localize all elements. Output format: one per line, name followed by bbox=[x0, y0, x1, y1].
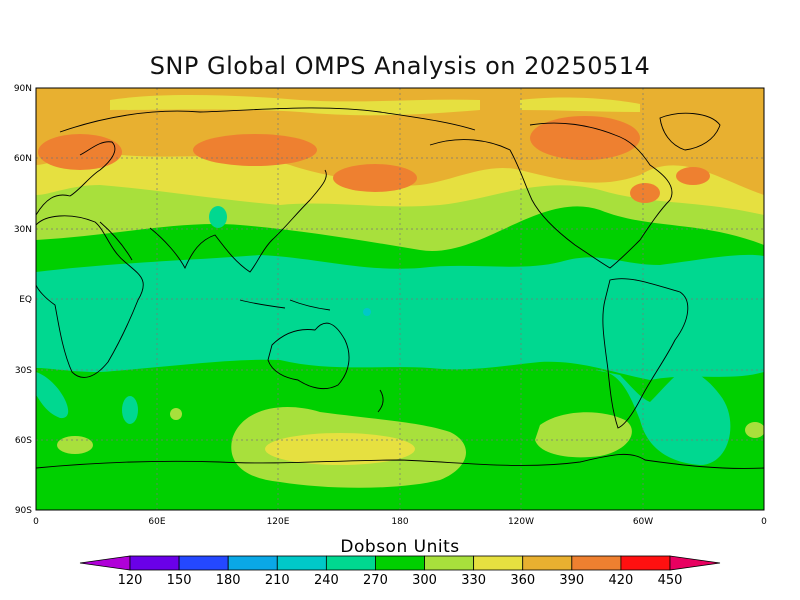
coastline-indonesia bbox=[239, 299, 331, 311]
colorbar-segment bbox=[473, 555, 524, 571]
colorbar-segment bbox=[375, 555, 425, 571]
colorbar-arrow-high bbox=[669, 555, 721, 571]
lat-tick: 90N bbox=[14, 84, 32, 94]
colorbar-label: 120 bbox=[118, 573, 143, 588]
colorbar-labels: 120 150 180 210 240 270 300 330 360 390 420 450 bbox=[118, 573, 683, 588]
coastline-new-zealand bbox=[377, 389, 384, 413]
colorbar-segment bbox=[620, 555, 671, 571]
map-title: SNP Global OMPS Analysis on 20250514 bbox=[149, 52, 651, 80]
lon-tick: 180 bbox=[391, 517, 408, 527]
colorbar-segment bbox=[227, 555, 278, 571]
colorbar-label: 450 bbox=[658, 573, 683, 588]
colorbar-segment bbox=[178, 555, 229, 571]
lat-tick: 30S bbox=[15, 366, 32, 376]
coastline-south-america bbox=[602, 278, 689, 429]
colorbar-arrow-low bbox=[79, 555, 131, 571]
colorbar-label: 270 bbox=[363, 573, 388, 588]
colorbar-label: 210 bbox=[265, 573, 290, 588]
coastline-australia bbox=[267, 322, 350, 390]
colorbar-title: Dobson Units bbox=[340, 537, 459, 557]
colorbar-segment bbox=[325, 555, 376, 571]
coastline-north-america bbox=[429, 122, 673, 269]
coastline-south-asia bbox=[99, 169, 327, 273]
colorbar-label: 360 bbox=[510, 573, 535, 588]
lon-tick: 0 bbox=[761, 517, 767, 527]
lon-tick: 60W bbox=[633, 517, 653, 527]
coastline-eurasia-north bbox=[59, 107, 476, 133]
colorbar-label: 390 bbox=[559, 573, 584, 588]
colorbar: Dobson Units 120 150 180 210 240 270 300 330 360… bbox=[79, 537, 721, 588]
plot-frame bbox=[35, 87, 765, 511]
lat-tick: 90S bbox=[15, 506, 32, 516]
coastline-africa bbox=[36, 215, 144, 378]
colorbar-segment bbox=[129, 555, 180, 571]
longitude-axis: 0 60E 120E 180 120W 60W 0 bbox=[33, 517, 767, 527]
lat-tick: 60N bbox=[14, 154, 32, 164]
colorbar-label: 330 bbox=[461, 573, 486, 588]
colorbar-label: 420 bbox=[608, 573, 633, 588]
coastline-antarctica bbox=[36, 453, 764, 469]
coastline-greenland bbox=[659, 112, 721, 151]
lat-tick: 30N bbox=[14, 225, 32, 235]
colorbar-segments bbox=[129, 555, 671, 571]
colorbar-label: 180 bbox=[216, 573, 241, 588]
lat-tick: EQ bbox=[19, 295, 32, 305]
lon-tick: 120W bbox=[508, 517, 534, 527]
colorbar-label: 150 bbox=[167, 573, 192, 588]
colorbar-segment bbox=[424, 555, 475, 571]
lon-tick: 0 bbox=[33, 517, 39, 527]
ozone-field bbox=[36, 88, 764, 510]
coastline-europe bbox=[36, 141, 116, 216]
colorbar-segment bbox=[276, 555, 327, 571]
latitude-axis: 90N 60N 30N EQ 30S 60S 90S bbox=[14, 84, 32, 516]
colorbar-label: 300 bbox=[412, 573, 437, 588]
coastlines bbox=[36, 107, 764, 469]
colorbar-segment bbox=[571, 555, 622, 571]
gridlines bbox=[36, 88, 764, 510]
colorbar-label: 240 bbox=[314, 573, 339, 588]
lon-tick: 120E bbox=[267, 517, 290, 527]
lat-tick: 60S bbox=[15, 436, 32, 446]
colorbar-segment bbox=[522, 555, 573, 571]
lon-tick: 60E bbox=[148, 517, 165, 527]
